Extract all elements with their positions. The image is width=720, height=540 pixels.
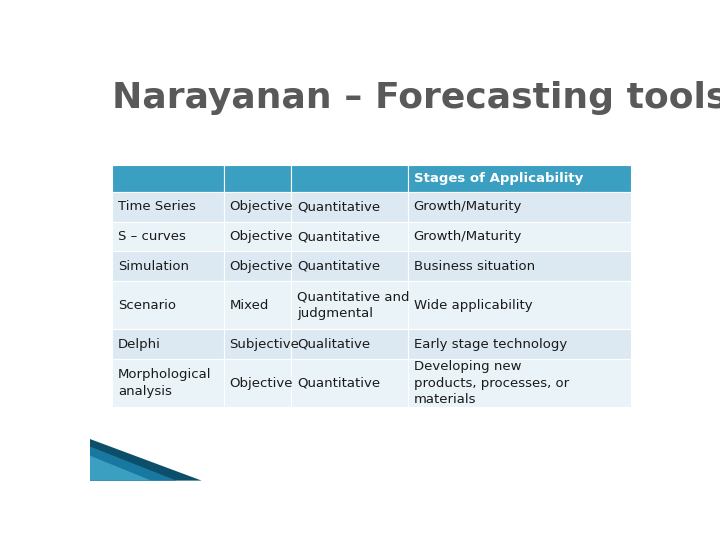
Bar — [224, 192, 292, 221]
Text: Morphological
analysis: Morphological analysis — [118, 368, 212, 398]
Bar — [224, 165, 292, 192]
Text: Delphi: Delphi — [118, 338, 161, 350]
Polygon shape — [90, 456, 151, 481]
Bar — [408, 281, 631, 329]
Text: Quantitative: Quantitative — [297, 200, 380, 213]
Bar — [224, 252, 292, 281]
Text: Simulation: Simulation — [118, 260, 189, 273]
Bar — [292, 192, 408, 221]
Text: S – curves: S – curves — [118, 230, 186, 243]
Bar — [224, 329, 292, 359]
Polygon shape — [90, 447, 176, 481]
Bar — [408, 221, 631, 252]
Text: Objective: Objective — [230, 376, 293, 389]
Bar — [224, 281, 292, 329]
Text: Growth/Maturity: Growth/Maturity — [414, 200, 522, 213]
Text: Mixed: Mixed — [230, 299, 269, 312]
Text: Scenario: Scenario — [118, 299, 176, 312]
Text: Quantitative: Quantitative — [297, 230, 380, 243]
Text: Objective: Objective — [230, 260, 293, 273]
Polygon shape — [90, 439, 202, 481]
Bar — [224, 359, 292, 407]
Text: Early stage technology: Early stage technology — [414, 338, 567, 350]
Bar — [292, 221, 408, 252]
Bar — [112, 165, 224, 192]
Text: Growth/Maturity: Growth/Maturity — [414, 230, 522, 243]
Bar — [224, 221, 292, 252]
Bar — [112, 252, 224, 281]
Text: Quantitative: Quantitative — [297, 376, 380, 389]
Text: Objective: Objective — [230, 200, 293, 213]
Text: Business situation: Business situation — [414, 260, 535, 273]
Text: Narayanan – Forecasting tools: Narayanan – Forecasting tools — [112, 82, 720, 116]
Bar — [112, 192, 224, 221]
Bar — [408, 329, 631, 359]
Bar — [292, 165, 408, 192]
Text: Time Series: Time Series — [118, 200, 196, 213]
Bar — [112, 221, 224, 252]
Text: Subjective: Subjective — [230, 338, 300, 350]
Bar — [408, 165, 631, 192]
Text: Quantitative and
judgmental: Quantitative and judgmental — [297, 291, 410, 320]
Bar — [408, 252, 631, 281]
Bar — [292, 329, 408, 359]
Bar — [112, 359, 224, 407]
Text: Wide applicability: Wide applicability — [414, 299, 532, 312]
Bar — [408, 192, 631, 221]
Bar — [408, 359, 631, 407]
Text: Developing new
products, processes, or
materials: Developing new products, processes, or m… — [414, 360, 569, 406]
Bar — [292, 252, 408, 281]
Bar — [112, 281, 224, 329]
Text: Qualitative: Qualitative — [297, 338, 370, 350]
Bar — [292, 359, 408, 407]
Bar — [112, 329, 224, 359]
Text: Quantitative: Quantitative — [297, 260, 380, 273]
Text: Objective: Objective — [230, 230, 293, 243]
Text: Stages of Applicability: Stages of Applicability — [414, 172, 583, 185]
Bar — [292, 281, 408, 329]
